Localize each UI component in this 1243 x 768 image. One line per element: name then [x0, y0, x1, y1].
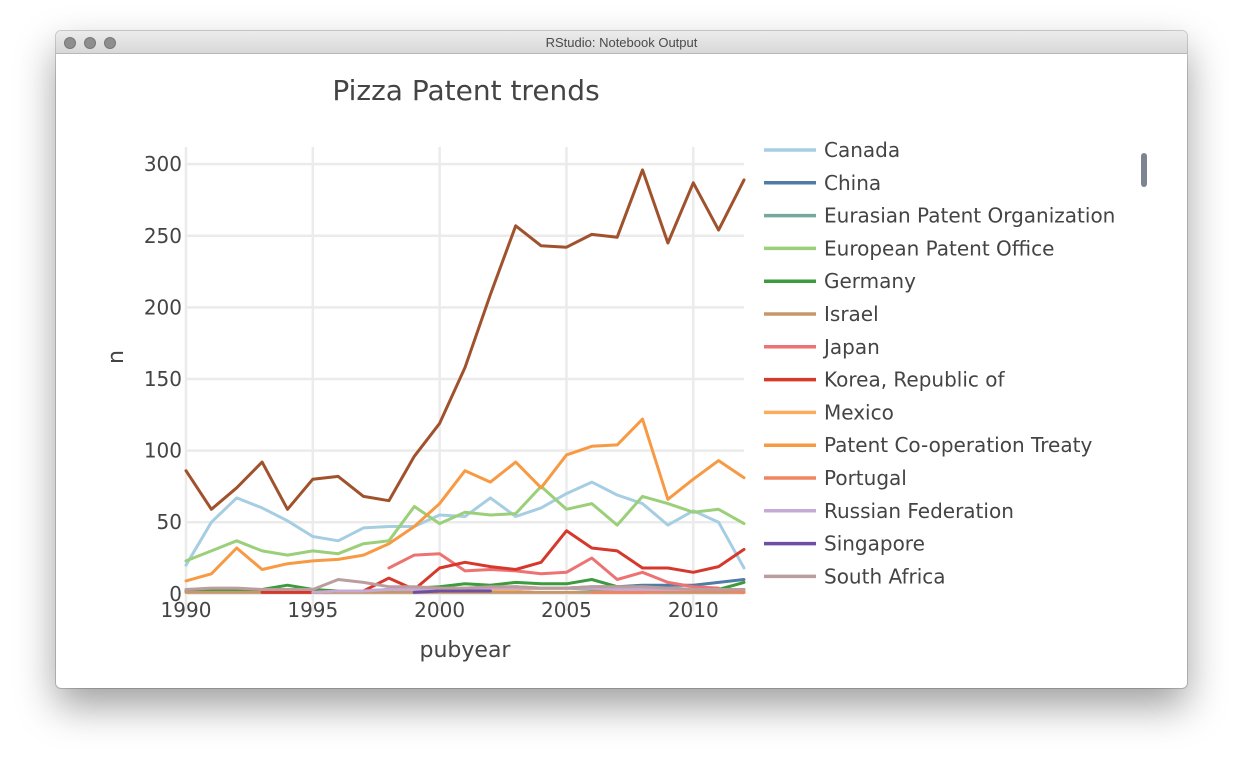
legend-label: Patent Co-operation Treaty [824, 433, 1092, 457]
series-line [184, 578, 746, 591]
legend-item[interactable]: Canada [764, 138, 900, 162]
x-tick-label: 1990 [161, 598, 212, 622]
x-tick-label: 2010 [668, 598, 719, 622]
legend-label: Portugal [824, 466, 907, 490]
legend-label: European Patent Office [824, 236, 1054, 260]
series-line [184, 417, 746, 583]
legend-label: Mexico [824, 400, 894, 424]
y-tick-labels: 0 50 100 150 200 250 300 [144, 152, 182, 606]
series-line [184, 480, 746, 570]
legend-item[interactable]: China [764, 171, 881, 195]
legend-item[interactable]: Portugal [764, 466, 907, 490]
legend-item[interactable]: European Patent Office [764, 236, 1054, 260]
chart-title: Pizza Patent trends [332, 74, 599, 107]
y-tick-label: 0 [169, 582, 182, 606]
legend-item[interactable]: Korea, Republic of [764, 368, 1005, 392]
minimize-window-button[interactable] [84, 37, 96, 49]
series-lines [184, 168, 746, 594]
legend-label: Singapore [824, 532, 925, 556]
legend-label: Korea, Republic of [824, 368, 1005, 392]
series-line [387, 552, 721, 590]
y-axis-label: n [104, 350, 129, 364]
legend-item[interactable]: Mexico [764, 400, 894, 424]
legend-item[interactable]: South Africa [764, 564, 946, 588]
x-tick-label: 2000 [414, 598, 465, 622]
notebook-output-window: RStudio: Notebook Output Pizza Patent tr… [56, 31, 1187, 688]
x-tick-label: 1995 [287, 598, 338, 622]
x-axis-label: pubyear [420, 638, 512, 663]
series-line [590, 589, 746, 594]
series-line [184, 168, 746, 511]
legend-scrollbar[interactable] [1141, 153, 1147, 187]
series-line [184, 484, 746, 563]
window-titlebar: RStudio: Notebook Output [56, 31, 1187, 54]
legend-item[interactable]: Russian Federation [764, 499, 1014, 523]
legend-label: China [824, 171, 881, 195]
series-line [412, 589, 492, 594]
y-tick-label: 150 [144, 367, 182, 391]
plot-area: Pizza Patent trends 0 50 100 150 200 250 300 1… [56, 54, 1187, 688]
zoom-window-button[interactable] [104, 37, 116, 49]
legend-label: Israel [824, 302, 879, 326]
x-tick-label: 2005 [541, 598, 592, 622]
y-tick-label: 250 [144, 224, 182, 248]
legend-label: Eurasian Patent Organization [824, 204, 1115, 228]
y-tick-label: 300 [144, 152, 182, 176]
y-tick-label: 100 [144, 439, 182, 463]
legend-item[interactable]: Singapore [764, 532, 925, 556]
legend-label: Germany [824, 269, 916, 293]
y-tick-label: 50 [157, 510, 182, 534]
legend-item[interactable]: Eurasian Patent Organization [764, 204, 1115, 228]
legend-label: South Africa [824, 564, 946, 588]
line-chart: Pizza Patent trends 0 50 100 150 200 250 300 1… [104, 74, 1115, 663]
window-title: RStudio: Notebook Output [545, 35, 698, 50]
y-tick-label: 200 [144, 295, 182, 319]
legend-label: Russian Federation [824, 499, 1014, 523]
legend-item[interactable]: Patent Co-operation Treaty [764, 433, 1092, 457]
legend-item[interactable]: Japan [764, 335, 880, 359]
legend-item[interactable]: Germany [764, 269, 916, 293]
legend-item[interactable]: Israel [764, 302, 879, 326]
legend-label: Canada [824, 138, 900, 162]
close-window-button[interactable] [64, 37, 76, 49]
legend[interactable]: Canada China Eurasian Patent Organization E… [764, 138, 1115, 588]
x-tick-labels: 1990 1995 2000 2005 2010 [161, 598, 719, 622]
legend-label: Japan [822, 335, 880, 359]
